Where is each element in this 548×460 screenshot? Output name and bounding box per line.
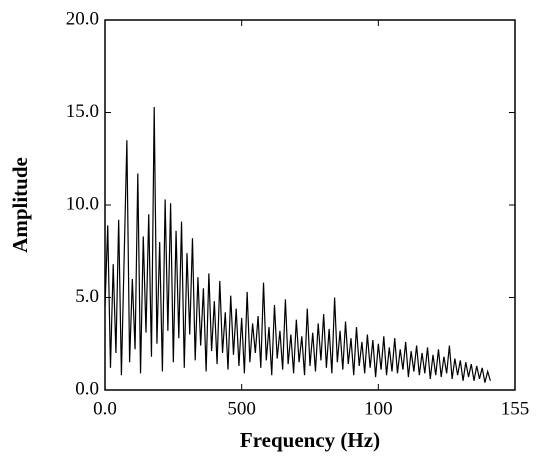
y-tick-label: 10.0 <box>66 193 99 214</box>
x-tick-label: 155 <box>501 398 530 419</box>
x-axis-title: Frequency (Hz) <box>240 428 380 452</box>
data-line <box>104 106 491 383</box>
plot-frame <box>104 19 516 391</box>
y-axis-title: Amplitude <box>8 157 32 253</box>
x-tick-label: 0.0 <box>93 398 117 419</box>
y-tick-label: 5.0 <box>75 286 99 307</box>
x-tick-label: 500 <box>227 398 256 419</box>
y-tick-label: 0.0 <box>75 378 99 399</box>
y-tick-label: 20.0 <box>66 8 99 29</box>
y-tick-label: 15.0 <box>66 101 99 122</box>
x-tick-label: 100 <box>364 398 393 419</box>
